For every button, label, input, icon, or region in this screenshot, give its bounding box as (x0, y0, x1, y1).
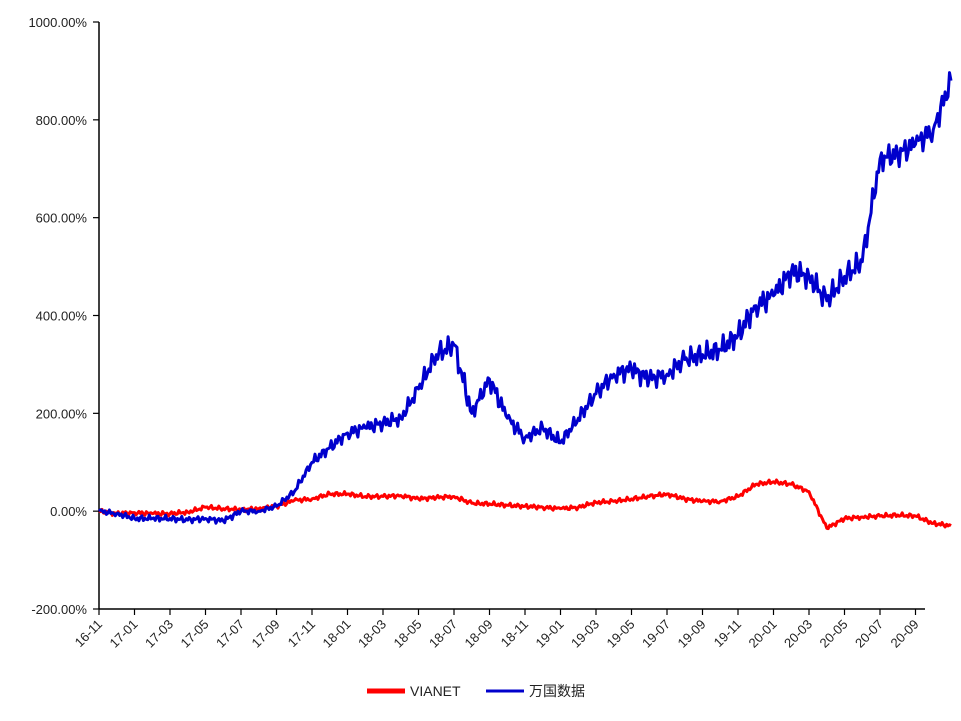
legend-label: VIANET (410, 683, 461, 699)
y-tick-label: 800.00% (36, 113, 88, 128)
x-tick-label: 17-07 (213, 617, 247, 651)
x-tick-label: 19-11 (711, 617, 744, 650)
x-tick-label: 19-03 (568, 617, 602, 651)
x-tick-label: 18-03 (355, 617, 389, 651)
x-tick-label: 18-01 (320, 617, 354, 651)
x-tick-label: 18-05 (391, 617, 425, 651)
x-tick-label: 18-11 (498, 617, 531, 650)
x-tick-label: 20-07 (852, 617, 886, 651)
series-line-gds (97, 71, 953, 525)
x-tick-label: 17-03 (142, 617, 176, 651)
y-tick-label: 400.00% (36, 309, 88, 324)
x-tick-label: 18-07 (426, 617, 460, 651)
x-tick-label: 17-05 (178, 617, 212, 651)
y-tick-label: 600.00% (36, 211, 88, 226)
x-tick-label: 19-09 (675, 617, 709, 651)
x-tick-label: 20-05 (817, 617, 851, 651)
y-tick-label: -200.00% (31, 602, 87, 617)
y-axis: 1000.00% 800.00% 600.00% 400.00% 200.00% 0.00… (28, 15, 100, 617)
x-tick-label: 17-01 (107, 617, 141, 651)
series-layer (97, 71, 953, 531)
x-tick-label: 20-03 (781, 617, 815, 651)
x-tick-label: 20-01 (746, 617, 780, 651)
y-tick-label: 200.00% (36, 406, 88, 421)
x-tick-label: 18-09 (462, 617, 496, 651)
y-tick-label: 0.00% (50, 504, 87, 519)
legend-label: 万国数据 (529, 683, 585, 699)
x-tick-label: 20-09 (888, 617, 922, 651)
x-tick-label: 17-09 (249, 617, 283, 651)
y-tick-label: 1000.00% (28, 15, 87, 30)
x-tick-label: 19-07 (639, 617, 673, 651)
x-tick-label: 19-05 (604, 617, 638, 651)
series-line-vianet (98, 478, 952, 531)
legend: VIANET 万国数据 (367, 683, 585, 699)
x-axis: 16-11 17-01 17-03 17-05 17-07 17-09 17-11 18-01… (72, 608, 925, 651)
x-tick-label: 16-11 (72, 617, 105, 650)
x-tick-label: 19-01 (533, 617, 567, 651)
x-tick-label: 17-11 (285, 617, 318, 650)
